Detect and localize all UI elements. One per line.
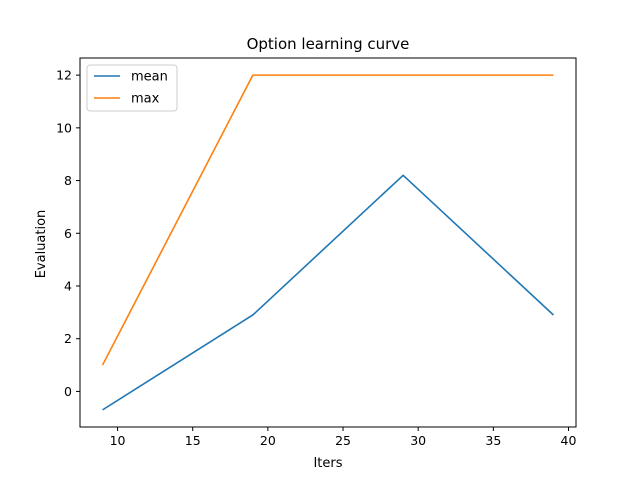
x-tick-label: 40: [561, 433, 577, 448]
axes-frame: [79, 57, 577, 428]
x-tick-label: 20: [260, 433, 276, 448]
y-tick-label: 10: [56, 120, 72, 135]
y-axis-label: Evaluation: [34, 210, 49, 279]
y-tick-label: 4: [64, 278, 72, 293]
x-tick-label: 25: [335, 433, 351, 448]
series-line-max: [101, 74, 554, 366]
y-tick-label: 2: [64, 331, 72, 346]
legend-label-max: max: [131, 92, 160, 107]
legend-label-mean: mean: [131, 70, 168, 85]
series-line-mean: [102, 174, 554, 411]
x-tick-label: 35: [485, 433, 501, 448]
y-tick-label: 12: [56, 68, 72, 83]
x-tick-label: 30: [410, 433, 426, 448]
x-tick-label: 15: [185, 433, 201, 448]
x-axis-label: Iters: [313, 456, 342, 471]
chart-title: Option learning curve: [247, 35, 410, 53]
y-tick-label: 8: [64, 173, 72, 188]
plot-area: 10 15 20 25 30 35 40 0 2 4 6 8 10 12 mean max: [56, 57, 577, 448]
y-tick-label: 6: [64, 226, 72, 241]
y-tick-label: 0: [64, 384, 72, 399]
x-tick-label: 10: [110, 433, 126, 448]
